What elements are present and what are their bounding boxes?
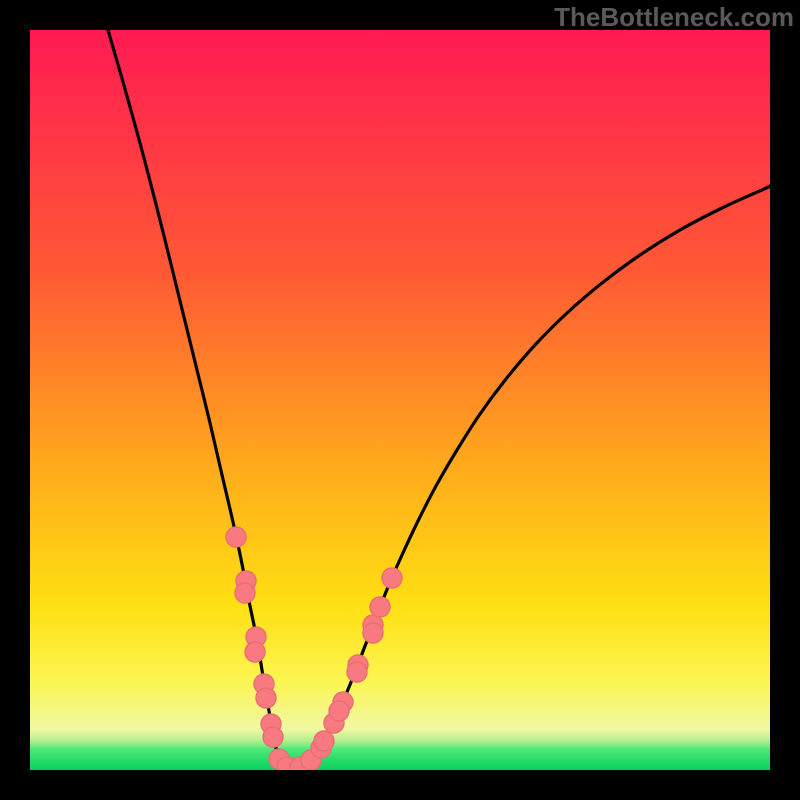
marker-dot xyxy=(382,568,402,588)
curve-left xyxy=(108,30,296,768)
marker-dot xyxy=(347,662,367,682)
marker-dot xyxy=(235,583,255,603)
curve-right xyxy=(296,186,770,768)
scatter-markers xyxy=(226,527,402,777)
marker-dot xyxy=(263,727,283,747)
marker-dot xyxy=(256,688,276,708)
chart-frame: TheBottleneck.com xyxy=(0,0,800,800)
marker-dot xyxy=(226,527,246,547)
marker-dot xyxy=(370,597,390,617)
marker-dot xyxy=(245,642,265,662)
marker-dot xyxy=(329,701,349,721)
marker-dot xyxy=(363,623,383,643)
chart-svg xyxy=(0,0,800,800)
marker-dot xyxy=(314,731,334,751)
